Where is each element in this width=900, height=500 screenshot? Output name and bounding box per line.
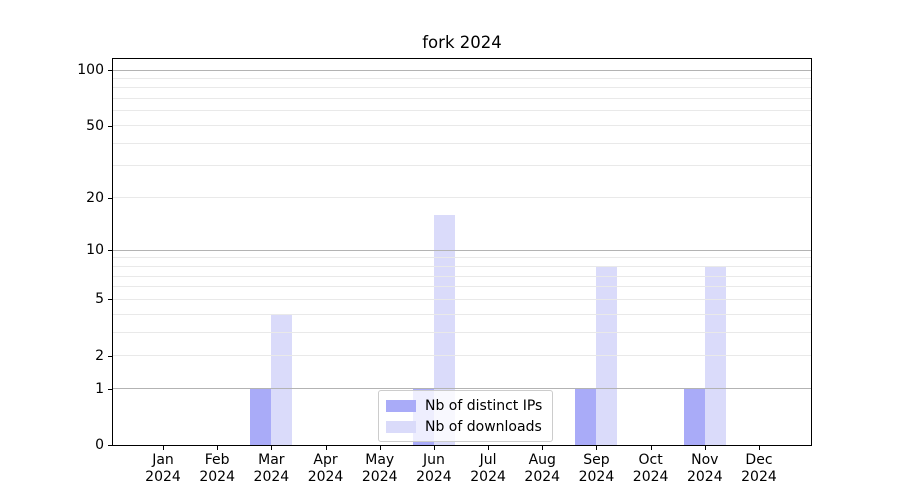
x-tick-label-jun: Jun 2024 bbox=[416, 452, 452, 485]
x-tick-label-may: May 2024 bbox=[361, 452, 398, 485]
legend-swatch-downloads-icon bbox=[386, 420, 416, 433]
bar-distinct-ips-sep bbox=[575, 388, 597, 445]
y-tick-mark bbox=[108, 197, 112, 199]
bar-distinct-ips-nov bbox=[683, 388, 705, 445]
y-tick-mark bbox=[108, 125, 112, 127]
y-tick-label-1: 1 bbox=[95, 380, 104, 397]
gridline-minor-7 bbox=[113, 275, 811, 277]
x-tick-label-apr: Apr 2024 bbox=[307, 452, 344, 485]
gridline-minor-50 bbox=[113, 125, 811, 127]
x-tick-label-feb: Feb 2024 bbox=[199, 452, 235, 485]
gridline-minor-60 bbox=[113, 110, 811, 112]
gridline-minor-80 bbox=[113, 87, 811, 89]
gridline-minor-8 bbox=[113, 265, 811, 267]
x-tick-mark bbox=[217, 446, 219, 450]
x-tick-mark bbox=[704, 446, 706, 450]
y-tick-label-5: 5 bbox=[95, 291, 104, 308]
y-tick-mark bbox=[108, 70, 112, 71]
legend: Nb of distinct IPs Nb of downloads bbox=[378, 390, 554, 442]
x-tick-label-sep: Sep 2024 bbox=[578, 452, 615, 485]
y-tick-mark bbox=[108, 250, 112, 252]
x-tick-mark bbox=[488, 446, 490, 450]
x-tick-label-jul: Jul 2024 bbox=[470, 452, 506, 485]
gridline-minor-6 bbox=[113, 286, 811, 288]
x-tick-mark bbox=[325, 446, 327, 450]
bar-distinct-ips-mar bbox=[250, 388, 272, 445]
gridline-minor-30 bbox=[113, 165, 811, 167]
gridline-major-100 bbox=[113, 69, 811, 71]
gridline-minor-9 bbox=[113, 257, 811, 259]
legend-item-downloads: Nb of downloads bbox=[386, 418, 542, 435]
gridline-major-1 bbox=[113, 388, 811, 390]
x-tick-mark bbox=[433, 446, 435, 450]
gridline-minor-4 bbox=[113, 313, 811, 315]
gridline-minor-70 bbox=[113, 98, 811, 100]
x-tick-mark bbox=[163, 446, 164, 450]
x-tick-mark bbox=[650, 446, 652, 450]
x-tick-label-oct: Oct 2024 bbox=[632, 452, 669, 485]
legend-item-distinct-ips: Nb of distinct IPs bbox=[386, 397, 542, 414]
chart-title: fork 2024 bbox=[422, 33, 502, 52]
bar-downloads-mar bbox=[271, 314, 293, 445]
x-tick-label-dec: Dec 2024 bbox=[741, 452, 777, 485]
gridline-major-10 bbox=[113, 249, 811, 251]
legend-swatch-distinct-ips-icon bbox=[386, 399, 416, 412]
x-tick-label-nov: Nov 2024 bbox=[686, 452, 723, 485]
y-tick-mark bbox=[108, 355, 112, 357]
gridline-minor-20 bbox=[113, 197, 811, 199]
gridline-minor-5 bbox=[113, 298, 811, 300]
y-tick-label-10: 10 bbox=[86, 242, 104, 259]
legend-label-downloads: Nb of downloads bbox=[425, 418, 542, 435]
gridline-minor-3 bbox=[113, 331, 811, 333]
plot-area bbox=[112, 58, 812, 446]
x-tick-mark bbox=[271, 446, 273, 450]
x-tick-label-jan: Jan 2024 bbox=[145, 452, 181, 485]
y-tick-mark bbox=[108, 388, 112, 390]
y-tick-label-100: 100 bbox=[77, 62, 104, 78]
gridline-minor-90 bbox=[113, 77, 811, 79]
x-tick-mark bbox=[758, 446, 760, 450]
bar-downloads-jun bbox=[433, 214, 455, 445]
x-tick-mark bbox=[379, 446, 381, 450]
gridline-minor-2 bbox=[113, 355, 811, 357]
x-tick-label-aug: Aug 2024 bbox=[524, 452, 561, 485]
y-tick-label-2: 2 bbox=[95, 347, 104, 364]
gridline-minor-40 bbox=[113, 142, 811, 144]
y-tick-label-0: 0 bbox=[95, 437, 104, 453]
x-tick-mark bbox=[542, 446, 544, 450]
y-tick-mark bbox=[108, 445, 112, 446]
x-tick-label-mar: Mar 2024 bbox=[253, 452, 290, 485]
legend-label-distinct-ips: Nb of distinct IPs bbox=[425, 397, 543, 414]
y-tick-mark bbox=[108, 299, 112, 301]
x-tick-mark bbox=[596, 446, 598, 450]
y-tick-label-50: 50 bbox=[86, 117, 104, 134]
y-tick-label-20: 20 bbox=[86, 189, 104, 206]
